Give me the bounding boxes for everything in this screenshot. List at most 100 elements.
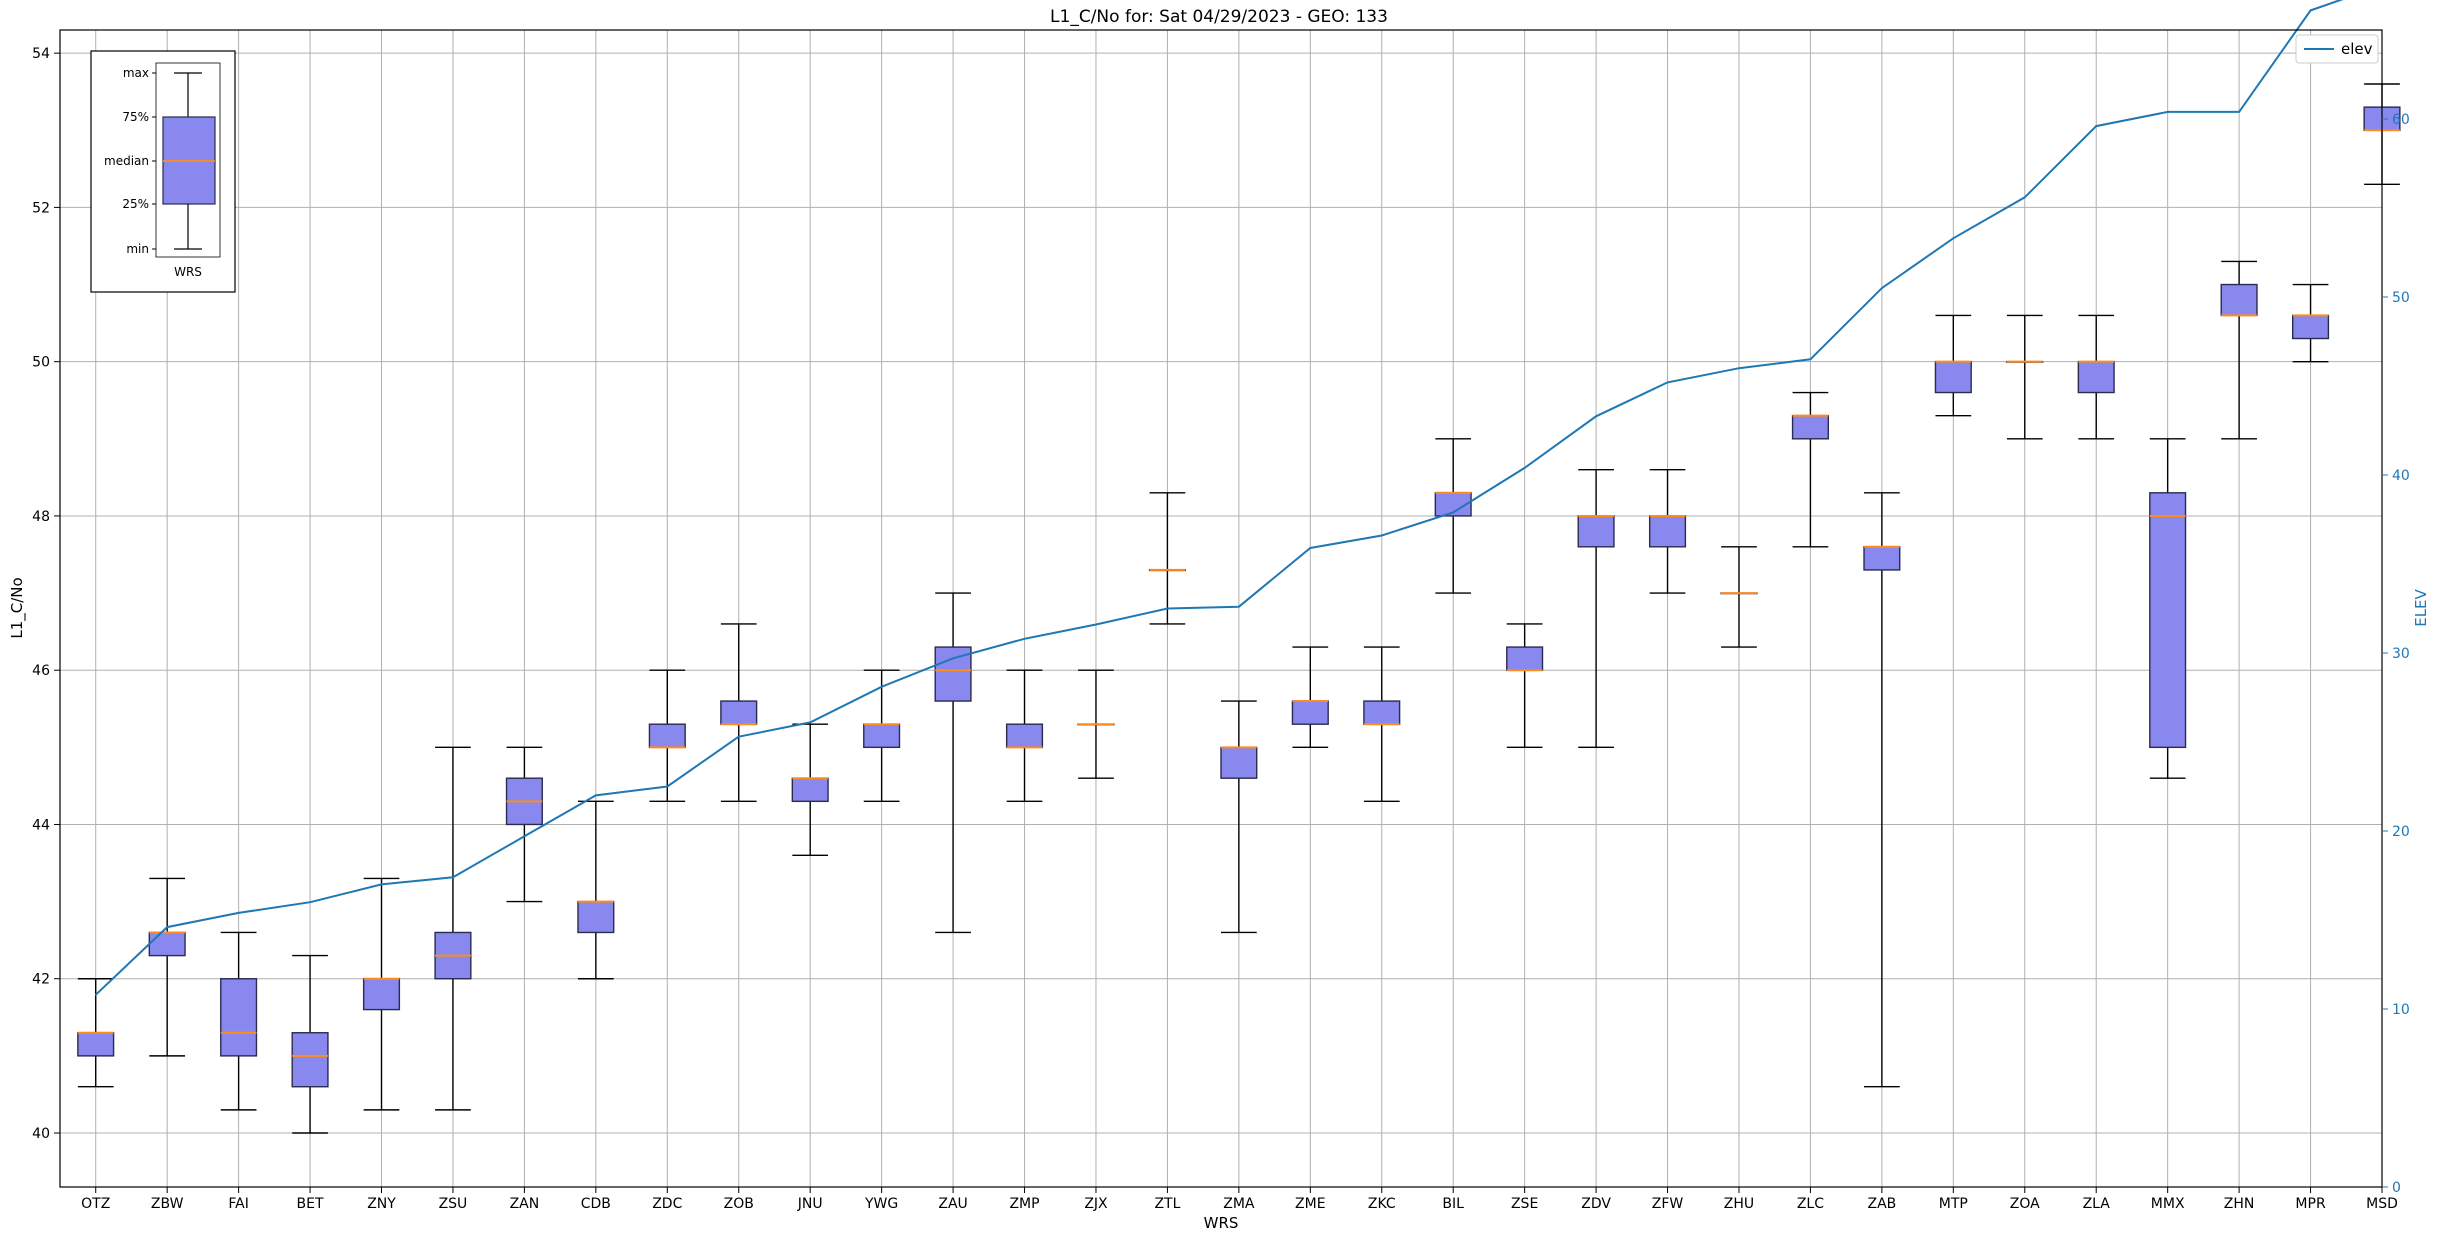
- box-iqr-17: [1291, 700, 1329, 725]
- x-tick-label-2: FAI: [228, 1196, 248, 1212]
- elev-point-ZSE: [1523, 467, 1526, 469]
- plot-frame: [59, 29, 2383, 1188]
- x-tick-label-12: ZAU: [938, 1196, 967, 1212]
- x-tick-label-22: ZFW: [1652, 1196, 1684, 1212]
- box-ZTL: [1148, 492, 1186, 625]
- elev-point-OTZ: [94, 993, 97, 996]
- x-tick-label-24: ZLC: [1797, 1196, 1824, 1212]
- box-iqr-11: [863, 723, 901, 749]
- x-tick-label-18: ZKC: [1368, 1196, 1396, 1212]
- x-tick-label-7: CDB: [581, 1196, 611, 1212]
- legend-elev-label: elev: [2341, 40, 2373, 58]
- inset-axes: [155, 62, 221, 258]
- box-MTP: [1934, 314, 1972, 417]
- y-axis-label: L1_C/No: [8, 577, 27, 638]
- elev-point-MPR: [2309, 9, 2312, 12]
- x-tick-label-31: MPR: [2295, 1196, 2326, 1212]
- x-tick-label-19: BIL: [1442, 1196, 1464, 1212]
- y-tick-label-3: 46: [32, 663, 50, 679]
- elev-point-MMX: [2166, 111, 2169, 113]
- x-tick-label-29: MMX: [2151, 1196, 2185, 1212]
- elev-point-BIL: [1452, 511, 1454, 514]
- elev-point-ZFW: [1666, 381, 1669, 384]
- box-iqr-0: [77, 1032, 115, 1057]
- box-ZSU: [434, 746, 472, 1111]
- box-iqr-24: [1791, 414, 1829, 440]
- elev-point-CDB: [595, 794, 597, 797]
- box-YWG: [863, 669, 901, 803]
- x-tick-label-32: MSD: [2366, 1196, 2398, 1212]
- elev-point-ZNY: [380, 883, 383, 886]
- y-tick-label-6: 52: [32, 200, 50, 216]
- elev-point-ZLC: [1809, 358, 1812, 361]
- elev-point-ZOA: [2023, 196, 2026, 199]
- y2-tick-label-1: 10: [2392, 1002, 2410, 1018]
- elev-point-YWG: [880, 686, 883, 688]
- elev-point-ZDC: [666, 785, 669, 788]
- box-iqr-22: [1648, 515, 1687, 548]
- box-iqr-31: [2291, 314, 2330, 340]
- y-tick-label-1: 42: [32, 972, 50, 988]
- y2-tick-label-2: 20: [2392, 824, 2410, 840]
- box-BIL: [1434, 438, 1472, 594]
- y-tick-label-5: 50: [32, 355, 50, 371]
- x-tick-label-27: ZOA: [2010, 1196, 2040, 1212]
- inset-xlabel: WRS: [174, 265, 202, 279]
- y-axis-right: 0 10 20 30 40 50 60: [2382, 112, 2410, 1196]
- box-iqr-7: [577, 900, 615, 934]
- y2-tick-label-4: 40: [2392, 468, 2410, 484]
- elev-point-ZLA: [2095, 125, 2098, 127]
- x-tick-label-5: ZSU: [439, 1196, 468, 1212]
- x-tick-label-20: ZSE: [1511, 1196, 1538, 1212]
- box-ZHN: [2220, 260, 2258, 440]
- box-iqr-9: [720, 700, 758, 725]
- box-iqr-4: [362, 978, 401, 1011]
- y-tick-label-0: 40: [32, 1126, 50, 1142]
- box-ZDC: [648, 669, 686, 803]
- y2-tick-label-3: 30: [2392, 646, 2410, 662]
- elev-point-ZSU: [452, 876, 454, 879]
- box-series: [77, 83, 2401, 1134]
- box-ZOB: [720, 623, 758, 803]
- elev-point-MTP: [1952, 237, 1955, 240]
- elev-point-ZAU: [952, 657, 954, 660]
- inset-label-q1: 25%: [122, 197, 149, 211]
- x-tick-label-17: ZME: [1295, 1196, 1326, 1212]
- box-iqr-30: [2220, 283, 2258, 317]
- box-ZHU: [1720, 546, 1758, 648]
- elev-point-ZJX: [1095, 623, 1097, 626]
- elev-point-ZAB: [1881, 287, 1883, 289]
- box-ZNY: [362, 877, 401, 1111]
- box-ZAN: [505, 746, 543, 903]
- x-tick-label-9: ZOB: [724, 1196, 754, 1212]
- grid-lines: [60, 30, 2383, 1187]
- box-iqr-28: [2077, 360, 2115, 394]
- box-ZOA: [2006, 314, 2044, 440]
- box-JNU: [791, 723, 829, 857]
- elev-point-BET: [309, 901, 311, 903]
- box-iqr-25: [1863, 546, 1901, 571]
- x-tick-label-28: ZLA: [2083, 1196, 2111, 1212]
- x-tick-label-11: YWG: [864, 1196, 898, 1212]
- box-ZLA: [2077, 314, 2115, 440]
- legend: elev: [2295, 34, 2379, 64]
- box-ZMA: [1220, 700, 1258, 934]
- x-tick-label-8: ZDC: [652, 1196, 682, 1212]
- x-tick-label-10: JNU: [797, 1196, 823, 1212]
- elev-point-ZME: [1309, 547, 1312, 549]
- inset-label-q3: 75%: [122, 110, 149, 124]
- x-tick-label-25: ZAB: [1867, 1196, 1896, 1212]
- elev-point-ZMP: [1023, 637, 1026, 640]
- elev-series: [94, 0, 2344, 996]
- box-iqr-10: [791, 777, 829, 803]
- box-ZAB: [1863, 492, 1901, 1088]
- box-iqr-3: [291, 1032, 329, 1088]
- elev-point-ZHU: [1738, 367, 1740, 370]
- box-ZFW: [1648, 468, 1687, 594]
- x-tick-label-21: ZDV: [1581, 1196, 1611, 1212]
- x-axis: OTZ ZBW FAI BET ZNY ZSU ZAN CDB ZDC ZOB JNU YWG ZAU Z…: [81, 1187, 2398, 1212]
- elev-point-ZDV: [1595, 415, 1597, 418]
- x-axis-label: WRS: [1204, 1214, 1239, 1232]
- box-MPR: [2291, 283, 2330, 363]
- box-ZME: [1291, 646, 1329, 749]
